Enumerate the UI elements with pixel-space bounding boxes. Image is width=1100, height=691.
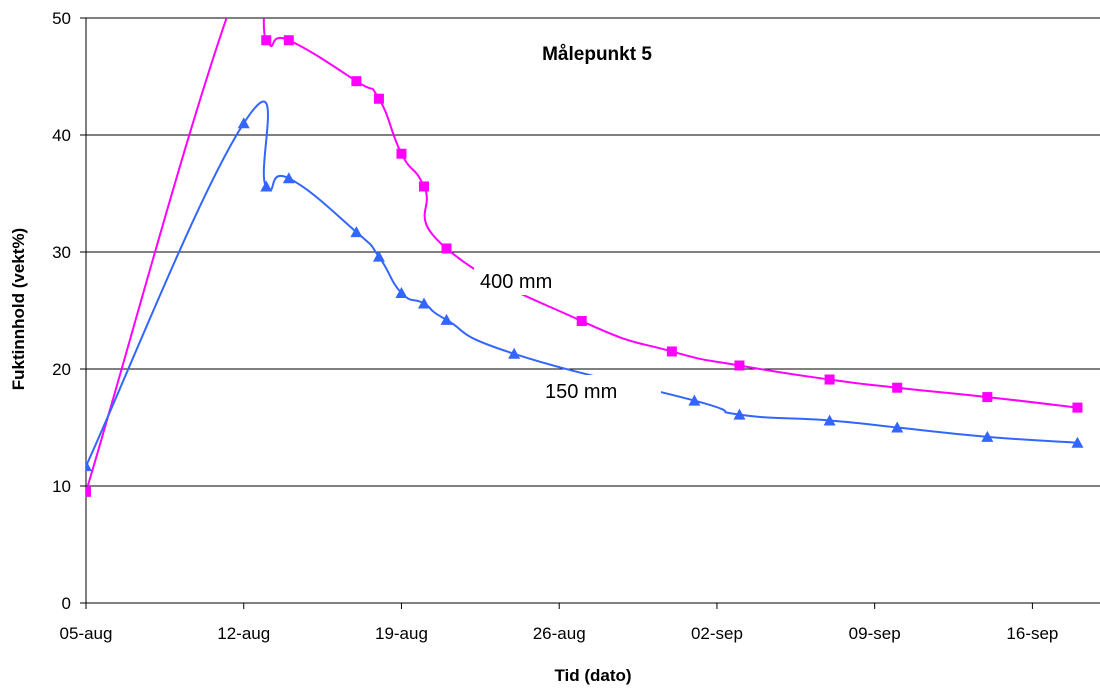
data-point xyxy=(981,430,994,442)
y-tick-label: 20 xyxy=(52,360,71,379)
series-layer xyxy=(86,18,1084,497)
data-point xyxy=(508,347,521,359)
x-tick-label: 09-sep xyxy=(849,624,901,643)
data-point xyxy=(396,148,407,159)
y-tick-label: 50 xyxy=(52,9,71,28)
data-point xyxy=(891,421,904,433)
data-point xyxy=(86,460,92,472)
data-point xyxy=(237,117,250,129)
x-tick-label: 19-aug xyxy=(375,624,428,643)
series-labels: 400 mm 150 mm xyxy=(474,265,661,405)
data-point xyxy=(372,250,385,262)
data-point xyxy=(734,360,745,371)
data-point xyxy=(1071,436,1084,448)
data-point xyxy=(351,76,362,87)
data-point xyxy=(892,382,903,393)
x-tick-label: 02-sep xyxy=(691,624,743,643)
data-point xyxy=(418,297,430,309)
data-point xyxy=(688,394,701,406)
x-tick-label: 12-aug xyxy=(217,624,270,643)
x-tick-label: 26-aug xyxy=(533,624,586,643)
series-label-bg xyxy=(474,265,581,295)
data-point xyxy=(395,286,408,298)
data-point xyxy=(261,35,272,46)
data-point xyxy=(982,392,993,403)
data-point xyxy=(260,180,273,192)
data-point xyxy=(86,486,91,497)
series-label-bg xyxy=(539,375,661,405)
data-point xyxy=(350,226,363,238)
y-axis-title: Fuktinnhold (vekt%) xyxy=(9,228,28,390)
y-tick-label: 0 xyxy=(62,594,71,613)
series-label: 400 mm xyxy=(480,271,552,293)
data-point xyxy=(666,346,677,357)
series-line-150-mm xyxy=(86,100,1078,467)
series-label: 150 mm xyxy=(545,381,617,403)
data-point xyxy=(419,181,429,192)
axes: 0 10 20 30 40 50 05-aug 12-aug 19-aug 26-aug 02-se… xyxy=(52,9,1100,643)
data-point xyxy=(440,313,453,325)
data-point xyxy=(733,408,746,420)
data-point xyxy=(441,243,452,254)
data-point xyxy=(823,414,836,426)
x-axis-title: Tid (dato) xyxy=(554,666,631,685)
series-line-400-mm xyxy=(86,18,1078,493)
x-tick-label: 16-sep xyxy=(1006,624,1058,643)
gridlines xyxy=(86,17,1100,487)
data-point xyxy=(576,316,587,327)
x-tick-label: 05-aug xyxy=(60,624,113,643)
data-point xyxy=(373,93,384,104)
series-400-mm xyxy=(86,18,1083,497)
data-point xyxy=(283,35,294,46)
y-tick-label: 10 xyxy=(52,477,71,496)
data-point xyxy=(824,374,835,385)
y-tick-label: 30 xyxy=(52,243,71,262)
data-point xyxy=(1072,402,1083,413)
chart-title: Målepunkt 5 xyxy=(542,44,652,65)
series-150-mm xyxy=(86,100,1084,472)
data-point xyxy=(282,172,295,184)
y-tick-label: 40 xyxy=(52,126,71,145)
